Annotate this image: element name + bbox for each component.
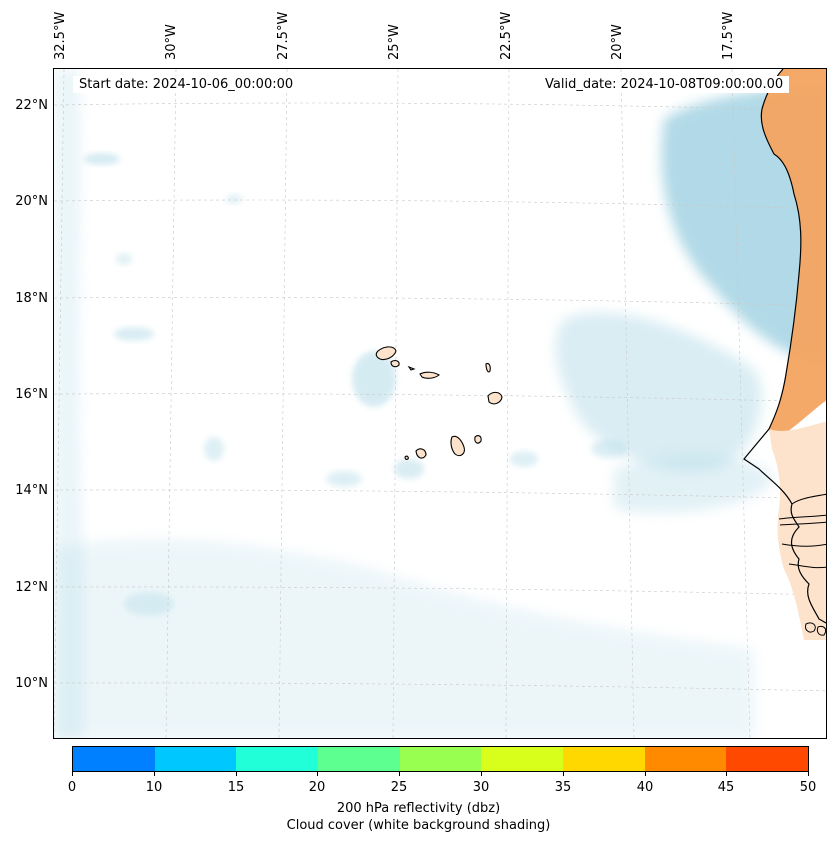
lon-label-27-5w: 27.5°W xyxy=(276,11,291,60)
colorbar-segment-45-50 xyxy=(726,747,809,771)
africa-land-desert xyxy=(761,69,826,434)
colorbar xyxy=(72,746,809,772)
island-santo-antao xyxy=(375,346,397,361)
colorbar-label: 200 hPa reflectivity (dbz) xyxy=(336,801,501,816)
island-maio xyxy=(474,435,482,444)
colorbar-tick-40 xyxy=(645,772,646,776)
lat-label-14n: 14°N xyxy=(15,483,48,498)
cloud-blob-2 xyxy=(114,327,154,341)
lat-label-22n: 22°N xyxy=(15,98,48,113)
cloud-field-west xyxy=(54,69,84,738)
colorbar-tick-10 xyxy=(154,772,155,776)
colorbar-tick-20 xyxy=(317,772,318,776)
cloud-blob-7 xyxy=(510,451,538,467)
colorbar-tick-25 xyxy=(399,772,400,776)
colorbar-tick-label-10: 10 xyxy=(145,780,163,795)
cape-verde-islands xyxy=(375,346,503,460)
colorbar-segment-20-25 xyxy=(318,747,400,771)
bijagos-islands xyxy=(805,622,826,636)
colorbar-segment-25-30 xyxy=(399,747,482,771)
lon-label-22-5w: 22.5°W xyxy=(499,11,514,60)
colorbar-tick-30 xyxy=(481,772,482,776)
colorbar-sublabel: Cloud cover (white background shading) xyxy=(286,818,551,833)
senegal-border xyxy=(791,493,826,505)
map-canvas xyxy=(54,69,826,738)
colorbar-tick-label-45: 45 xyxy=(717,780,735,795)
cloud-blob-6 xyxy=(204,437,224,461)
gambia-border xyxy=(778,514,826,526)
cloud-blob-5 xyxy=(326,471,362,487)
colorbar-tick-label-40: 40 xyxy=(636,780,654,795)
colorbar-tick-label-30: 30 xyxy=(472,780,490,795)
colorbar-tick-label-50: 50 xyxy=(799,780,817,795)
map-panel[interactable] xyxy=(53,68,827,739)
colorbar-segment-35-40 xyxy=(563,747,645,771)
cloud-cover-layer xyxy=(54,69,826,738)
colorbar-tick-50 xyxy=(808,772,809,776)
colorbar-tick-label-20: 20 xyxy=(308,780,326,795)
island-boa-vista xyxy=(487,391,503,405)
start-date-label: Start date: 2024-10-06_00:00:00 xyxy=(73,76,300,93)
cloud-blob-9 xyxy=(124,592,174,616)
cloud-blob-3 xyxy=(352,351,396,407)
africa-coastline xyxy=(743,69,826,624)
colorbar-segment-0-10 xyxy=(73,747,155,771)
cloud-blob-8 xyxy=(591,440,627,458)
lon-label-17-5w: 17.5°W xyxy=(721,11,736,60)
lon-label-32-5w: 32.5°W xyxy=(53,11,68,60)
island-brava xyxy=(404,455,409,460)
lat-label-18n: 18°N xyxy=(15,291,48,306)
cloud-blob-11 xyxy=(116,253,132,265)
colorbar-tick-35 xyxy=(563,772,564,776)
guinea-bissau-border xyxy=(781,543,826,569)
graticule xyxy=(54,69,826,738)
island-santa-luzia xyxy=(407,365,416,371)
cloud-blob-1 xyxy=(84,153,120,165)
island-fogo xyxy=(415,448,427,459)
colorbar-tick-label-0: 0 xyxy=(67,780,77,795)
island-sao-nicolau xyxy=(419,371,440,379)
cloud-field-south xyxy=(54,538,754,738)
lat-label-16n: 16°N xyxy=(15,387,48,402)
colorbar-segment-30-35 xyxy=(481,747,564,771)
cloud-blob-4 xyxy=(394,459,424,479)
cloud-band-south-east xyxy=(614,455,774,513)
lat-label-10n: 10°N xyxy=(15,676,48,691)
lon-label-20w: 20°W xyxy=(610,24,625,60)
valid-date-label: Valid_date: 2024-10-08T09:00:00.00 xyxy=(539,76,790,93)
lat-label-12n: 12°N xyxy=(15,580,48,595)
lon-label-25w: 25°W xyxy=(387,24,402,60)
colorbar-tick-label-35: 35 xyxy=(554,780,572,795)
colorbar-segment-10-15 xyxy=(154,747,237,771)
island-sao-vicente xyxy=(390,360,400,368)
colorbar-segment-15-20 xyxy=(236,747,319,771)
lat-label-20n: 20°N xyxy=(15,194,48,209)
lon-label-30w: 30°W xyxy=(164,24,179,60)
cloud-blob-10 xyxy=(226,194,242,204)
colorbar-tick-0 xyxy=(72,772,73,776)
island-santiago xyxy=(450,435,465,457)
cloud-band-central xyxy=(555,312,762,471)
colorbar-tick-label-25: 25 xyxy=(390,780,408,795)
colorbar-tick-45 xyxy=(726,772,727,776)
africa-land-south xyxy=(769,421,826,640)
colorbar-tick-label-15: 15 xyxy=(227,780,245,795)
colorbar-segment-40-45 xyxy=(644,747,727,771)
colorbar-tick-15 xyxy=(236,772,237,776)
island-sal xyxy=(485,362,491,373)
